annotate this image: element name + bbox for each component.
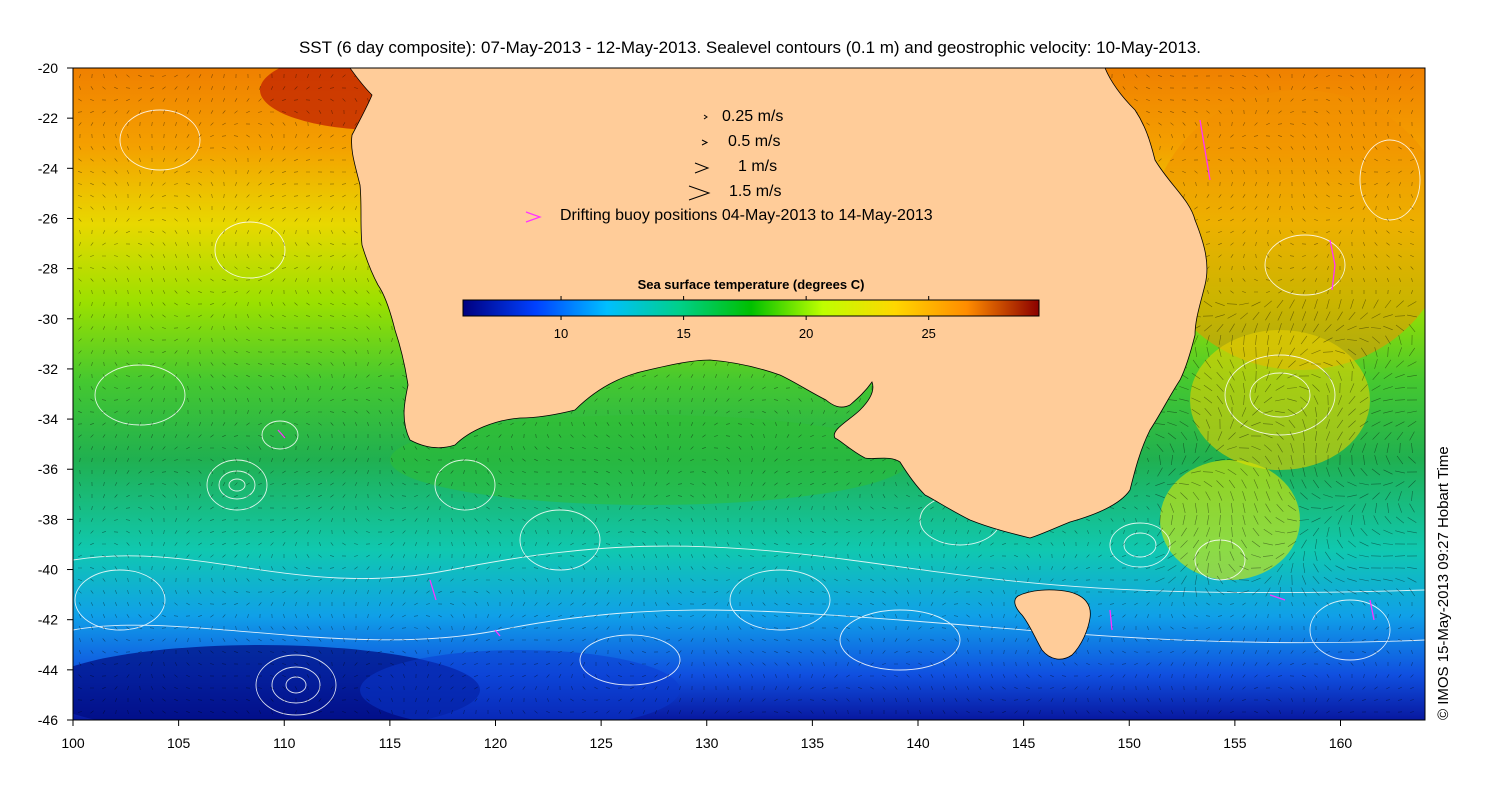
y-tick-label: -32	[38, 361, 58, 377]
warm-eddy-east	[1190, 330, 1370, 470]
x-tick-label: 120	[484, 735, 508, 751]
colorbar-tick-label: 15	[676, 326, 690, 341]
colorbar-tick-label: 25	[921, 326, 935, 341]
y-tick-label: -44	[38, 662, 58, 678]
y-tick-label: -28	[38, 261, 58, 277]
legend-speed-0-25: 0.25 m/s	[722, 108, 784, 125]
y-tick-label: -42	[38, 612, 58, 628]
sealevel-contours	[73, 109, 1425, 716]
colorbar	[462, 299, 1040, 317]
x-tick-label: 135	[801, 735, 825, 751]
legend-speed-0-5: 0.5 m/s	[728, 133, 781, 150]
colorbar-tick-label: 10	[554, 326, 568, 341]
x-tick-label: 105	[167, 735, 191, 751]
green-patch-bight	[390, 415, 910, 505]
yellow-tongue-south	[1160, 460, 1300, 580]
y-tick-label: -30	[38, 311, 58, 327]
x-tick-label: 145	[1012, 735, 1036, 751]
y-tick-label: -26	[38, 210, 58, 226]
map-title: SST (6 day composite): 07-May-2013 - 12-…	[298, 38, 1202, 57]
tasmania-landmass	[1014, 589, 1091, 660]
arrow-0-25-icon	[703, 114, 708, 120]
x-tick-label: 125	[589, 735, 613, 751]
arrow-0-5-icon	[701, 139, 709, 146]
legend-speed-1-5: 1.5 m/s	[729, 183, 782, 200]
x-tick-label: 160	[1329, 735, 1353, 751]
y-tick-label: -24	[38, 160, 58, 176]
x-tick-label: 110	[273, 735, 296, 751]
y-axis: -20 -22 -24 -26 -28 -30 -32 -34 -36 -38 -40 -42 -44 -…	[38, 60, 73, 728]
x-tick-label: 155	[1223, 735, 1247, 751]
y-tick-label: -46	[38, 712, 58, 728]
plot-frame	[72, 67, 1426, 721]
x-tick-label: 130	[695, 735, 719, 751]
colorbar-tick-label: 20	[799, 326, 813, 341]
x-tick-label: 100	[61, 735, 85, 751]
x-axis: 100 105 110 115 120 125 130 135 140 145 150 155 160	[61, 720, 1352, 751]
y-tick-label: -40	[38, 562, 58, 578]
legend-speed-1: 1 m/s	[738, 158, 778, 175]
y-tick-label: -34	[38, 411, 58, 427]
arrow-1-5-icon	[688, 185, 711, 201]
buoy-tracks	[277, 119, 1375, 637]
y-tick-label: -38	[38, 511, 58, 527]
warm-patch-east	[1150, 90, 1425, 370]
legend-buoy-label: Drifting buoy positions 04-May-2013 to 1…	[560, 207, 933, 224]
arrow-1-icon	[694, 162, 710, 174]
speed-arrow-legend	[688, 114, 711, 201]
cold-patch-south	[360, 650, 680, 720]
credit-text: © IMOS 15-May-2013 09:27 Hobart Time	[1435, 446, 1452, 720]
y-tick-label: -22	[38, 110, 58, 126]
geostrophic-velocity-vectors	[77, 73, 1418, 715]
x-tick-label: 150	[1118, 735, 1142, 751]
colorbar-ticks: 10 15 20 25	[554, 296, 936, 341]
x-tick-label: 115	[379, 735, 402, 751]
buoy-arrow-icon	[525, 211, 542, 223]
colorbar-title: Sea surface temperature (degrees C)	[637, 277, 865, 292]
x-tick-label: 140	[906, 735, 930, 751]
y-tick-label: -20	[38, 60, 58, 76]
y-tick-label: -36	[38, 461, 58, 477]
